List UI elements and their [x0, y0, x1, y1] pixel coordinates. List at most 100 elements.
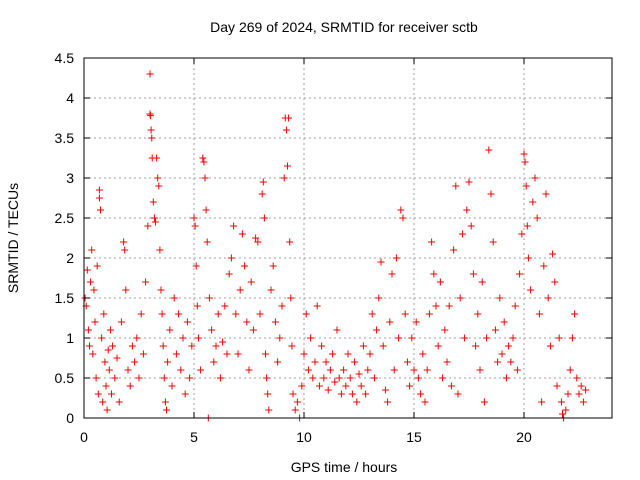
data-point	[267, 286, 275, 294]
x-tick-label: 15	[406, 429, 422, 445]
data-point	[238, 230, 246, 238]
data-point	[494, 358, 502, 366]
data-point	[549, 250, 557, 258]
data-point	[147, 126, 155, 134]
tick-label-layer: 0 5 10 15 20 0 0.5 1 1.5 2 2.5 3 3.5 4 4.5	[55, 50, 532, 445]
data-point	[302, 310, 310, 318]
data-point	[559, 410, 566, 418]
data-point	[208, 326, 216, 334]
data-point	[456, 294, 464, 302]
data-point	[186, 374, 194, 382]
data-point	[159, 342, 167, 350]
data-point	[342, 382, 350, 390]
data-point	[337, 390, 345, 398]
data-point	[509, 334, 517, 342]
x-tick-label: 5	[190, 429, 198, 445]
data-point	[247, 278, 255, 286]
data-point	[511, 302, 519, 310]
y-tick-label: 2.5	[55, 210, 75, 226]
data-point	[527, 286, 535, 294]
data-point	[175, 310, 183, 318]
data-point	[103, 406, 111, 414]
data-point	[529, 198, 537, 206]
data-point	[179, 334, 187, 342]
data-point	[568, 334, 576, 342]
data-point	[193, 302, 201, 310]
data-point	[386, 318, 394, 326]
data-point	[450, 246, 458, 254]
data-point	[137, 310, 145, 318]
data-point	[577, 382, 585, 390]
data-point	[432, 302, 440, 310]
data-point	[89, 350, 97, 358]
data-point	[120, 238, 128, 246]
points-layer	[81, 70, 590, 422]
data-point	[326, 366, 334, 374]
data-point	[417, 390, 425, 398]
data-point	[579, 398, 587, 406]
data-point	[199, 154, 207, 162]
data-point	[309, 374, 317, 382]
data-point	[439, 374, 447, 382]
data-point	[289, 390, 297, 398]
data-point	[170, 294, 178, 302]
data-point	[102, 382, 110, 390]
data-point	[414, 374, 422, 382]
data-point	[412, 318, 420, 326]
data-point	[485, 146, 493, 154]
data-point	[313, 302, 321, 310]
data-point	[172, 350, 180, 358]
data-point	[355, 370, 363, 378]
data-point	[86, 342, 93, 350]
data-point	[447, 382, 455, 390]
data-point	[436, 278, 444, 286]
data-point	[340, 366, 348, 374]
data-point	[390, 366, 398, 374]
data-point	[94, 390, 102, 398]
data-point	[487, 190, 495, 198]
data-point	[467, 222, 475, 230]
data-point	[535, 310, 543, 318]
data-point	[252, 234, 260, 242]
data-point	[531, 174, 539, 182]
data-point	[397, 206, 405, 214]
data-point	[516, 270, 524, 278]
y-tick-label: 4.5	[55, 50, 75, 66]
data-point	[348, 390, 356, 398]
data-point	[573, 374, 581, 382]
data-point	[177, 366, 185, 374]
data-point	[97, 206, 104, 214]
data-point	[201, 174, 209, 182]
data-point	[148, 134, 156, 142]
data-point	[111, 374, 119, 382]
data-point	[227, 254, 235, 262]
data-point	[92, 374, 100, 382]
data-point	[523, 222, 531, 230]
data-point	[243, 318, 251, 326]
data-point	[232, 310, 240, 318]
data-point	[454, 390, 462, 398]
data-point	[109, 342, 117, 350]
data-point	[168, 382, 176, 390]
data-point	[216, 374, 224, 382]
data-point	[524, 254, 532, 262]
data-point	[366, 350, 374, 358]
data-point	[498, 350, 506, 358]
data-point	[241, 262, 249, 270]
data-point	[575, 390, 583, 398]
data-point	[557, 398, 565, 406]
data-point	[160, 374, 168, 382]
data-point	[245, 366, 253, 374]
data-point	[370, 374, 378, 382]
data-point	[84, 326, 92, 334]
data-point	[212, 342, 220, 350]
data-point	[320, 374, 328, 382]
data-point	[197, 366, 205, 374]
data-point	[443, 358, 451, 366]
data-point	[406, 382, 414, 390]
data-point	[93, 262, 101, 270]
tick-layer	[83, 57, 612, 419]
data-point	[263, 374, 271, 382]
